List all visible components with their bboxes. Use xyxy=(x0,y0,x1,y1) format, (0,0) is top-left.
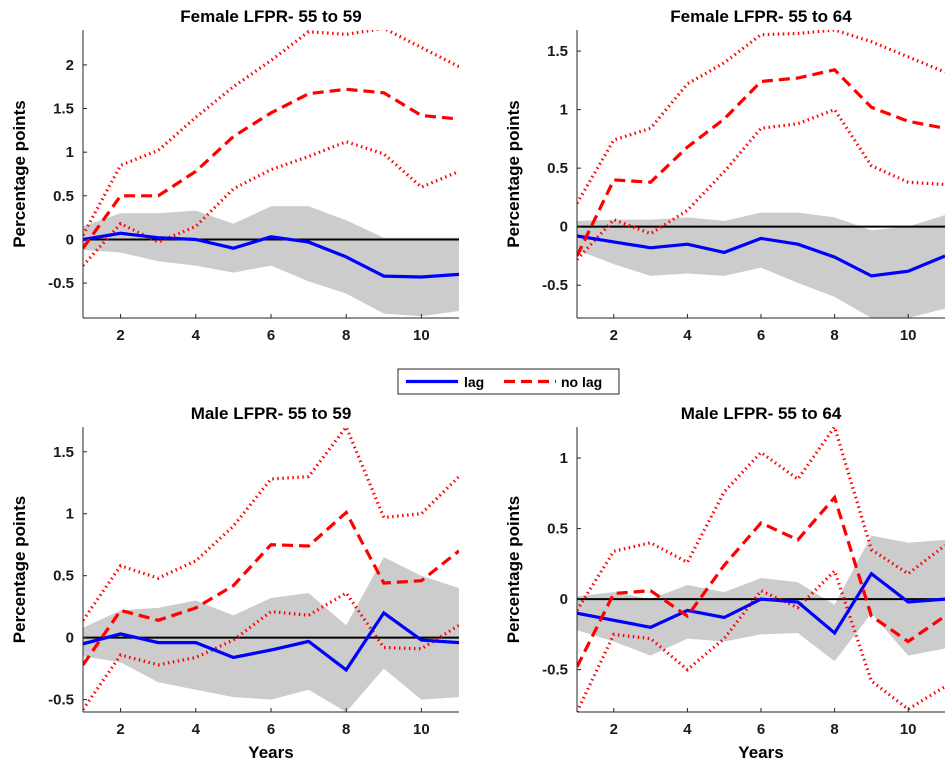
y-tick-label: 2 xyxy=(66,57,74,74)
x-tick-label: 8 xyxy=(342,721,350,738)
y-axis-label: Percentage points xyxy=(10,496,29,643)
y-axis-label: Percentage points xyxy=(504,100,523,247)
x-tick-label: 6 xyxy=(267,721,275,738)
x-tick-label: 8 xyxy=(830,327,838,344)
y-tick-label: -0.5 xyxy=(48,275,74,292)
x-tick-label: 10 xyxy=(900,721,917,738)
y-tick-label: 0 xyxy=(560,591,568,608)
panel-title: Male LFPR- 55 to 64 xyxy=(681,404,842,423)
panel-3: 2 4 6 8 10 -0.5 0 0.5 1 1.5 Male LFPR- 55 to 59 Per… xyxy=(10,404,459,762)
series-lag xyxy=(83,231,459,279)
legend-label-lag: lag xyxy=(464,374,484,390)
y-tick-label: 0.5 xyxy=(53,188,74,205)
no-lag-upper-bound xyxy=(577,30,945,205)
y-tick-label: 1 xyxy=(66,144,74,161)
y-tick-label: 0.5 xyxy=(53,568,74,585)
y-tick-label: 1.5 xyxy=(53,101,74,118)
y-tick-label: 0 xyxy=(66,630,74,647)
plot-area xyxy=(577,30,945,318)
x-tick-label: 2 xyxy=(610,327,618,344)
y-axis-label: Percentage points xyxy=(10,100,29,247)
y-tick-label: 0.5 xyxy=(547,521,568,538)
y-tick-label: 0 xyxy=(66,231,74,248)
x-tick-label: 4 xyxy=(192,721,201,738)
no-lag-lower-bound xyxy=(577,567,945,712)
series-no-lag xyxy=(577,494,945,668)
y-tick-label: -0.5 xyxy=(48,692,74,709)
series-no-lag xyxy=(577,68,945,257)
plot-area xyxy=(83,427,459,712)
x-tick-label: 4 xyxy=(683,721,692,738)
panel-title: Female LFPR- 55 to 59 xyxy=(180,7,361,26)
lag-confidence-band xyxy=(577,212,945,318)
lag-confidence-band xyxy=(83,557,459,712)
y-tick-label: -0.5 xyxy=(542,277,568,294)
x-tick-label: 6 xyxy=(757,327,765,344)
y-tick-label: 0.5 xyxy=(547,160,568,177)
no-lag-lower-bound xyxy=(83,140,459,267)
y-tick-label: 1 xyxy=(560,102,568,119)
x-tick-label: 2 xyxy=(610,721,618,738)
series-lag xyxy=(83,610,459,673)
x-tick-label: 2 xyxy=(116,327,124,344)
y-tick-label: -0.5 xyxy=(542,662,568,679)
y-tick-label: 1.5 xyxy=(53,444,74,461)
x-tick-label: 10 xyxy=(413,327,430,344)
plot-area xyxy=(577,427,945,712)
series-lag xyxy=(577,234,945,278)
x-tick-label: 2 xyxy=(116,721,124,738)
panel-title: Male LFPR- 55 to 59 xyxy=(191,404,352,423)
x-axis-label: Years xyxy=(248,743,293,762)
series-no-lag xyxy=(83,87,459,250)
plot-area xyxy=(83,30,459,317)
x-tick-label: 4 xyxy=(683,327,692,344)
x-tick-label: 6 xyxy=(267,327,275,344)
legend-label-no-lag: no lag xyxy=(561,374,602,390)
x-axis-label: Years xyxy=(738,743,783,762)
lag-confidence-band xyxy=(83,206,459,317)
x-tick-label: 4 xyxy=(192,327,201,344)
panel-2: 2 4 6 8 10 -0.5 0 0.5 1 1.5 Female LFPR- 55 to 64 P… xyxy=(504,7,945,344)
series-no-lag xyxy=(83,509,459,666)
x-tick-label: 8 xyxy=(830,721,838,738)
x-tick-label: 10 xyxy=(413,721,430,738)
series-lag xyxy=(577,571,945,636)
y-tick-label: 1 xyxy=(560,450,568,467)
y-axis-label: Percentage points xyxy=(504,496,523,643)
y-tick-label: 1 xyxy=(66,506,74,523)
x-tick-label: 8 xyxy=(342,327,350,344)
panel-4: 2 4 6 8 10 -0.5 0 0.5 1 Male LFPR- 55 to 64 Percen… xyxy=(504,404,945,762)
y-tick-label: 0 xyxy=(560,219,568,236)
no-lag-lower-bound xyxy=(577,107,945,261)
panel-title: Female LFPR- 55 to 64 xyxy=(670,7,852,26)
panel-1: 2 4 6 8 10 -0.5 0 0.5 1 1.5 2 Female LFPR- 55 to 59… xyxy=(10,7,459,344)
no-lag-upper-bound xyxy=(83,30,459,236)
y-tick-label: 1.5 xyxy=(547,43,568,60)
legend: lag no lag xyxy=(397,368,620,395)
x-tick-label: 6 xyxy=(757,721,765,738)
x-tick-label: 10 xyxy=(900,327,917,344)
